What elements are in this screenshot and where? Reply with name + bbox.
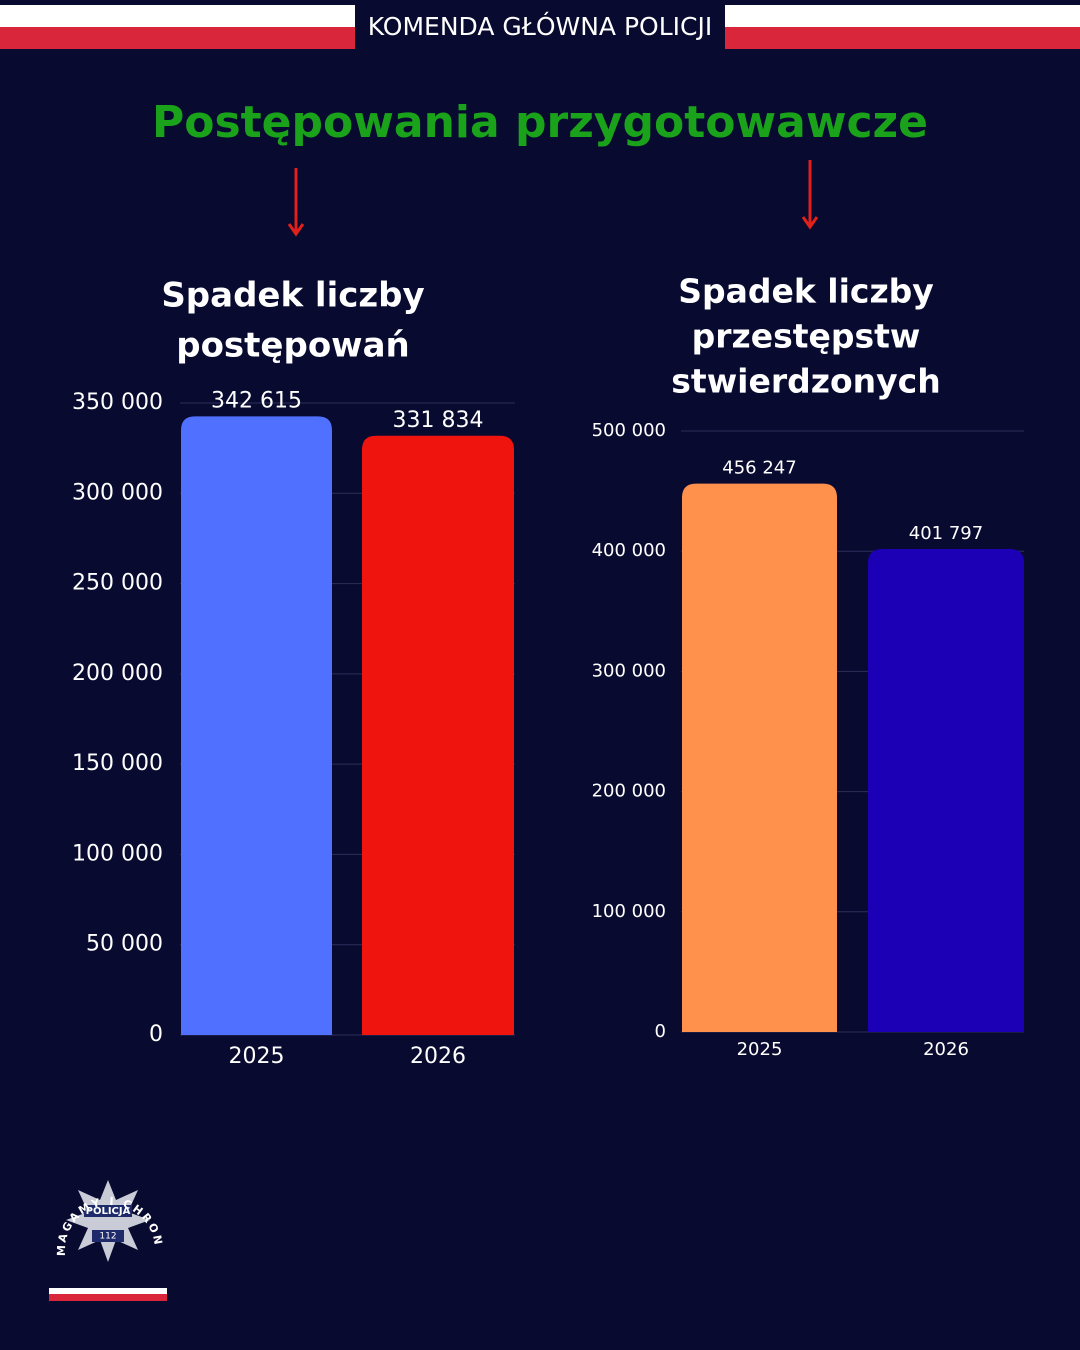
logo-number: 112 [99,1232,116,1242]
chart-title: Spadek liczby [161,276,424,316]
y-tick-label: 500 000 [592,420,666,441]
flag-red [49,1294,167,1301]
bar [868,549,1024,1032]
y-tick-label: 350 000 [72,390,163,415]
logo-star [66,1180,150,1262]
x-tick-label: 2026 [923,1039,969,1060]
bar [181,416,332,1035]
bar [362,435,514,1035]
y-tick-label: 0 [655,1021,666,1042]
flag-white [49,1288,167,1294]
y-tick-label: 300 000 [592,660,666,681]
chart-title: przestępstw [692,317,921,356]
y-tick-label: 250 000 [72,571,163,596]
chart-title: stwierdzonych [671,362,940,401]
value-label: 456 247 [722,458,796,479]
flag-red [0,27,355,49]
x-tick-label: 2026 [410,1044,466,1069]
value-label: 342 615 [211,388,302,413]
x-tick-label: 2025 [737,1039,783,1060]
y-tick-label: 0 [149,1022,163,1047]
y-tick-label: 200 000 [72,661,163,686]
value-label: 331 834 [393,408,484,433]
y-tick-label: 400 000 [592,540,666,561]
y-tick-label: 100 000 [592,901,666,922]
chart-title: postępowań [176,326,410,366]
y-tick-label: 100 000 [72,841,163,866]
main-title: Postępowania przygotowawcze [152,97,928,148]
logo-band [84,1205,132,1217]
flag-white [0,5,355,27]
header: KOMENDA GŁÓWNA POLICJI [368,11,712,41]
arrows [287,160,819,237]
flag-red [725,27,1080,49]
logo-band [92,1230,124,1242]
chart-title: Spadek liczby [678,272,934,311]
flag-white [725,5,1080,27]
bar [682,483,837,1033]
y-tick-label: 150 000 [72,751,163,776]
logo-name: POLICJA [86,1206,131,1217]
y-tick-label: 300 000 [72,480,163,505]
y-tick-label: 50 000 [86,932,163,957]
y-tick-label: 200 000 [592,781,666,802]
value-label: 401 797 [909,523,983,544]
x-tick-label: 2025 [229,1044,285,1069]
